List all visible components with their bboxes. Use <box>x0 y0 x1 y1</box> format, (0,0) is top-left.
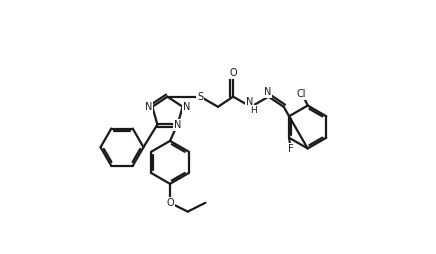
Text: N: N <box>246 97 253 107</box>
Text: N: N <box>145 102 152 112</box>
Text: S: S <box>197 92 203 102</box>
Text: O: O <box>229 68 237 78</box>
Text: Cl: Cl <box>296 89 306 99</box>
Text: N: N <box>174 120 181 130</box>
Text: N: N <box>264 87 272 97</box>
Text: N: N <box>183 102 190 112</box>
Text: H: H <box>250 106 257 115</box>
Text: O: O <box>166 198 174 208</box>
Text: F: F <box>288 144 294 154</box>
